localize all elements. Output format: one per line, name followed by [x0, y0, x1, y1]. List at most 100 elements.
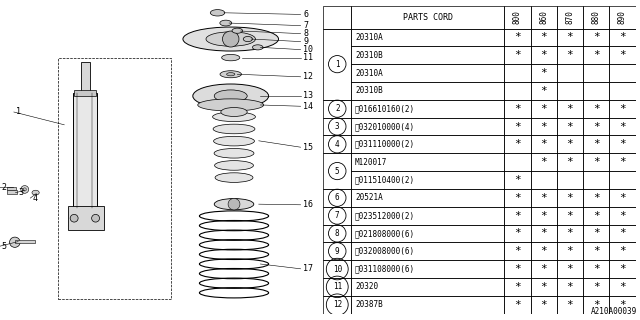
Bar: [531, 260, 557, 278]
Text: 2: 2: [2, 183, 6, 192]
Text: Ⓦ031108000(6): Ⓦ031108000(6): [355, 265, 415, 274]
Bar: [583, 6, 609, 28]
Text: *: *: [540, 157, 547, 167]
Bar: [323, 207, 351, 225]
Text: *: *: [593, 246, 600, 256]
Bar: [504, 118, 531, 135]
Text: *: *: [593, 300, 600, 310]
Text: 4: 4: [33, 194, 38, 203]
Bar: [323, 296, 351, 314]
Bar: [583, 153, 609, 171]
Text: *: *: [514, 246, 521, 256]
Bar: [557, 6, 583, 28]
Text: 860: 860: [539, 11, 548, 24]
Text: *: *: [514, 300, 521, 310]
Text: *: *: [566, 264, 573, 274]
Text: 8: 8: [335, 229, 340, 238]
Text: 10: 10: [333, 265, 342, 274]
Bar: [351, 225, 504, 242]
Bar: [531, 207, 557, 225]
Text: *: *: [566, 300, 573, 310]
Text: 5: 5: [335, 166, 340, 176]
Bar: [504, 46, 531, 64]
Text: *: *: [566, 282, 573, 292]
Ellipse shape: [232, 28, 243, 33]
Circle shape: [70, 214, 78, 222]
Bar: [609, 189, 636, 207]
Bar: [557, 189, 583, 207]
Text: *: *: [619, 157, 626, 167]
Text: *: *: [514, 211, 521, 220]
Bar: [531, 135, 557, 153]
Text: *: *: [514, 175, 521, 185]
Bar: [531, 296, 557, 314]
Text: Ⓑ016610160(2): Ⓑ016610160(2): [355, 104, 415, 113]
Bar: [531, 153, 557, 171]
Text: *: *: [540, 139, 547, 149]
Bar: [323, 189, 351, 207]
Bar: [351, 6, 504, 28]
Bar: [323, 100, 351, 118]
Text: *: *: [593, 193, 600, 203]
Ellipse shape: [32, 190, 39, 195]
Text: *: *: [619, 104, 626, 114]
Bar: [351, 118, 504, 135]
Text: *: *: [593, 50, 600, 60]
Bar: [557, 207, 583, 225]
Bar: [504, 28, 531, 46]
Bar: [609, 6, 636, 28]
Bar: [583, 296, 609, 314]
Bar: [531, 82, 557, 100]
Text: 11: 11: [333, 282, 342, 292]
Text: 7: 7: [335, 211, 340, 220]
Text: 870: 870: [565, 11, 575, 24]
Bar: [583, 82, 609, 100]
Bar: [323, 278, 351, 296]
Bar: [504, 171, 531, 189]
Bar: [323, 225, 351, 242]
Text: *: *: [566, 157, 573, 167]
Bar: [583, 64, 609, 82]
Text: 20310B: 20310B: [355, 51, 383, 60]
Bar: [504, 135, 531, 153]
Bar: [609, 278, 636, 296]
Circle shape: [92, 214, 100, 222]
Text: *: *: [566, 50, 573, 60]
Ellipse shape: [221, 108, 247, 116]
Text: *: *: [619, 32, 626, 43]
Bar: [557, 46, 583, 64]
Ellipse shape: [220, 20, 232, 26]
Text: 1: 1: [335, 60, 340, 69]
Text: *: *: [619, 228, 626, 238]
Text: *: *: [593, 211, 600, 220]
Bar: [351, 260, 504, 278]
Bar: [504, 225, 531, 242]
Bar: [351, 153, 504, 171]
Text: 15: 15: [303, 143, 313, 152]
Circle shape: [20, 186, 29, 193]
Bar: [531, 46, 557, 64]
Text: 880: 880: [591, 11, 601, 24]
Bar: [351, 28, 504, 46]
Text: *: *: [619, 300, 626, 310]
Text: *: *: [540, 122, 547, 132]
Bar: [583, 225, 609, 242]
Bar: [557, 296, 583, 314]
Text: *: *: [619, 139, 626, 149]
Text: Ⓝ023512000(2): Ⓝ023512000(2): [355, 211, 415, 220]
Text: 12: 12: [303, 72, 313, 81]
Bar: [557, 153, 583, 171]
Circle shape: [223, 31, 239, 47]
Text: *: *: [566, 211, 573, 220]
Bar: [323, 135, 351, 153]
Bar: [531, 225, 557, 242]
Text: 20387B: 20387B: [355, 300, 383, 309]
Bar: [583, 171, 609, 189]
Bar: [351, 135, 504, 153]
Bar: [504, 100, 531, 118]
Bar: [557, 171, 583, 189]
Bar: [609, 118, 636, 135]
Ellipse shape: [193, 84, 269, 108]
Text: *: *: [514, 264, 521, 274]
Bar: [609, 46, 636, 64]
